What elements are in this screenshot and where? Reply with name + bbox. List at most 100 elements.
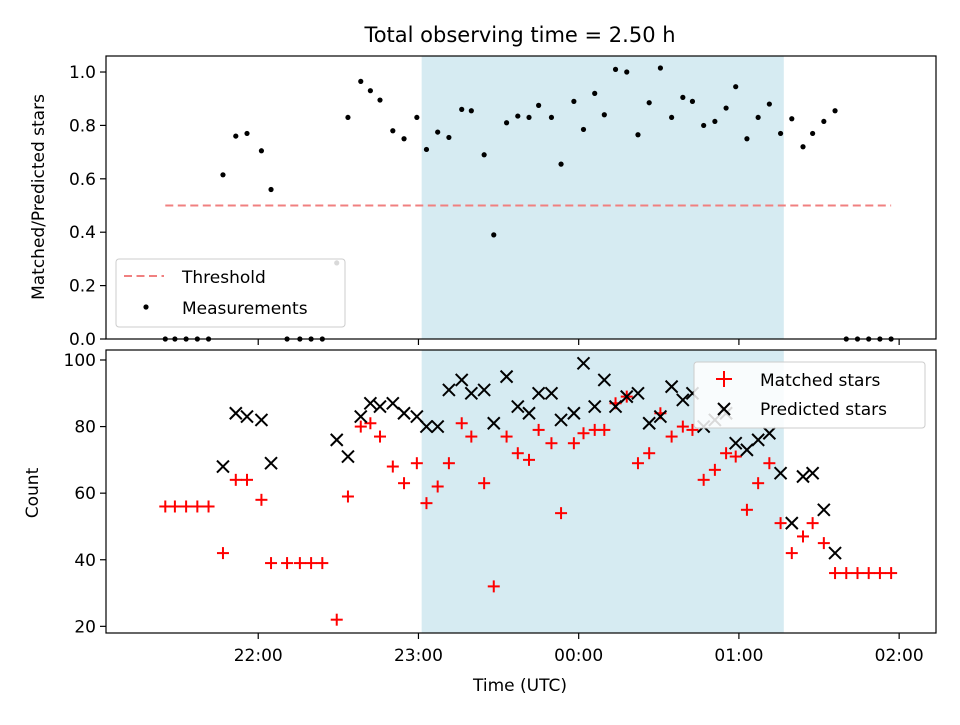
matched-star-point (697, 473, 710, 486)
measurement-point (646, 100, 652, 106)
predicted-star-point (796, 469, 810, 484)
predicted-star-point (785, 516, 799, 530)
top-y-tick-label: 1.0 (69, 63, 96, 83)
x-tick-label: 22:00 (234, 646, 283, 666)
predicted-star-point (511, 399, 525, 414)
predicted-star-point (455, 373, 469, 387)
legend-matched-swatch (716, 371, 732, 387)
measurement-point (401, 136, 407, 142)
measurement-point (612, 66, 619, 72)
matched-star-point (532, 423, 545, 436)
legend-predicted-swatch (717, 402, 731, 416)
measurement-point (367, 88, 373, 94)
top-y-tick-label: 0.0 (69, 330, 96, 350)
predicted-star-point (442, 383, 456, 397)
matched-star-point (643, 447, 656, 460)
bottom-y-axis-label: Count (23, 467, 43, 518)
legend-threshold-label: Threshold (181, 268, 266, 288)
matched-star-point (885, 567, 898, 580)
predicted-star-point (751, 433, 765, 447)
measurement-point (810, 130, 816, 137)
matched-star-point (545, 437, 558, 450)
measurement-point (744, 136, 750, 142)
top-panel: 0.0 0.2 0.4 0.6 0.8 1.0 Total observing time … (29, 23, 937, 350)
predicted-star-point (487, 416, 501, 430)
bottom-y-axis: 20 40 60 80 100 (64, 351, 106, 637)
measurement-point (723, 105, 729, 111)
measurement-point (766, 101, 772, 107)
matched-star-point (523, 453, 536, 466)
measurement-point (481, 152, 487, 158)
predicted-star-point (499, 369, 514, 384)
matched-star-point (191, 500, 204, 513)
top-y-tick-label: 0.4 (69, 223, 96, 243)
measurement-point (423, 146, 430, 153)
legend-predicted-label: Predicted stars (760, 400, 887, 420)
matched-star-point (255, 493, 268, 506)
predicted-star-point (597, 373, 612, 387)
measurements-series (162, 65, 894, 342)
top-axes-frame (105, 55, 937, 340)
top-observing-window (421, 56, 784, 339)
top-y-tick-label: 0.2 (69, 277, 96, 297)
measurement-point (733, 84, 739, 90)
measurement-point (414, 114, 420, 121)
matched-star-point (281, 557, 294, 570)
matched-star-point (229, 473, 242, 486)
measurement-point (515, 113, 521, 119)
measurement-point (491, 232, 497, 238)
matched-star-point (631, 457, 644, 470)
predicted-star-point (363, 396, 378, 410)
measurement-point (390, 128, 396, 134)
matched-star-point (216, 547, 229, 560)
matched-star-point (168, 500, 181, 513)
predicted-star-point (740, 443, 754, 457)
matched-star-point (293, 557, 306, 570)
matched-star-point (785, 547, 798, 560)
measurement-point (592, 90, 598, 96)
measurement-point (657, 65, 664, 71)
matched-star-point (862, 567, 875, 580)
matched-star-point (455, 417, 468, 430)
bottom-y-tick-label: 80 (74, 418, 96, 438)
bottom-legend: Matched stars Predicted stars (693, 361, 926, 429)
legend-matched-label: Matched stars (760, 371, 880, 391)
predicted-star-point (373, 399, 387, 414)
matched-star-point (686, 423, 699, 436)
matched-star-point (202, 500, 215, 513)
matched-star-point (729, 450, 742, 463)
measurement-point (459, 106, 465, 112)
predicted-star-point (330, 433, 344, 447)
matched-star-point (180, 500, 193, 513)
matched-star-point (442, 457, 455, 470)
matched-star-point (386, 460, 399, 473)
top-y-tick-label: 0.6 (69, 170, 96, 190)
matched-star-point (364, 417, 377, 430)
predicted-star-point (229, 406, 243, 420)
matched-star-point (330, 613, 343, 626)
top-legend-box (115, 258, 346, 328)
predicted-star-point (620, 389, 634, 404)
measurement-point (832, 108, 838, 114)
predicted-star-point (477, 383, 491, 397)
measurement-point (701, 122, 707, 129)
measurement-point (601, 112, 607, 118)
matched-star-point (720, 447, 733, 460)
matched-star-point (354, 420, 367, 433)
measurement-point (268, 186, 274, 193)
matched-star-point (567, 437, 580, 450)
matched-star-point (500, 430, 513, 443)
measurement-point (624, 69, 630, 75)
measurement-point (789, 116, 795, 122)
predicted-star-point (576, 356, 591, 371)
bottom-y-tick-label: 40 (74, 551, 96, 571)
matched-star-point (740, 503, 753, 516)
matched-star-point (598, 423, 611, 436)
measurement-point (536, 102, 542, 108)
bottom-y-tick-label: 60 (74, 484, 96, 504)
matched-star-point (478, 477, 491, 490)
matched-star-point (373, 430, 386, 443)
measurement-point (358, 78, 364, 84)
chart-title: Total observing time = 2.50 h (363, 23, 675, 47)
